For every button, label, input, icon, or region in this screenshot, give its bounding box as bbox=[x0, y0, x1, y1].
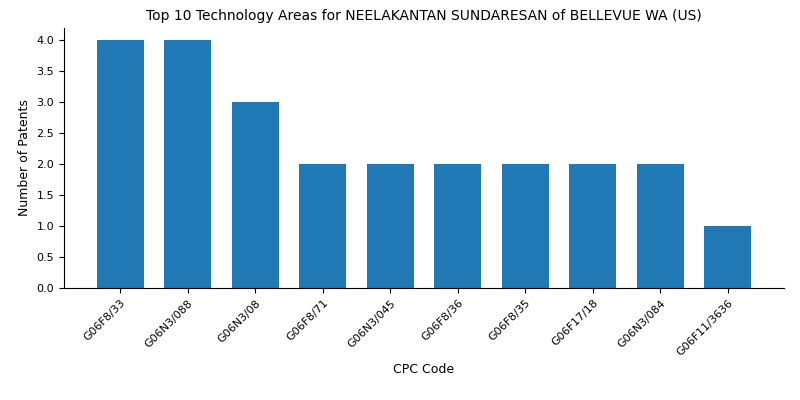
Bar bbox=[637, 164, 684, 288]
Bar bbox=[164, 40, 211, 288]
Bar bbox=[97, 40, 144, 288]
Bar bbox=[299, 164, 346, 288]
Bar bbox=[569, 164, 616, 288]
Bar bbox=[704, 226, 751, 288]
X-axis label: CPC Code: CPC Code bbox=[394, 363, 454, 376]
Bar bbox=[366, 164, 414, 288]
Bar bbox=[434, 164, 482, 288]
Title: Top 10 Technology Areas for NEELAKANTAN SUNDARESAN of BELLEVUE WA (US): Top 10 Technology Areas for NEELAKANTAN … bbox=[146, 9, 702, 23]
Bar bbox=[502, 164, 549, 288]
Y-axis label: Number of Patents: Number of Patents bbox=[18, 100, 31, 216]
Bar bbox=[232, 102, 279, 288]
